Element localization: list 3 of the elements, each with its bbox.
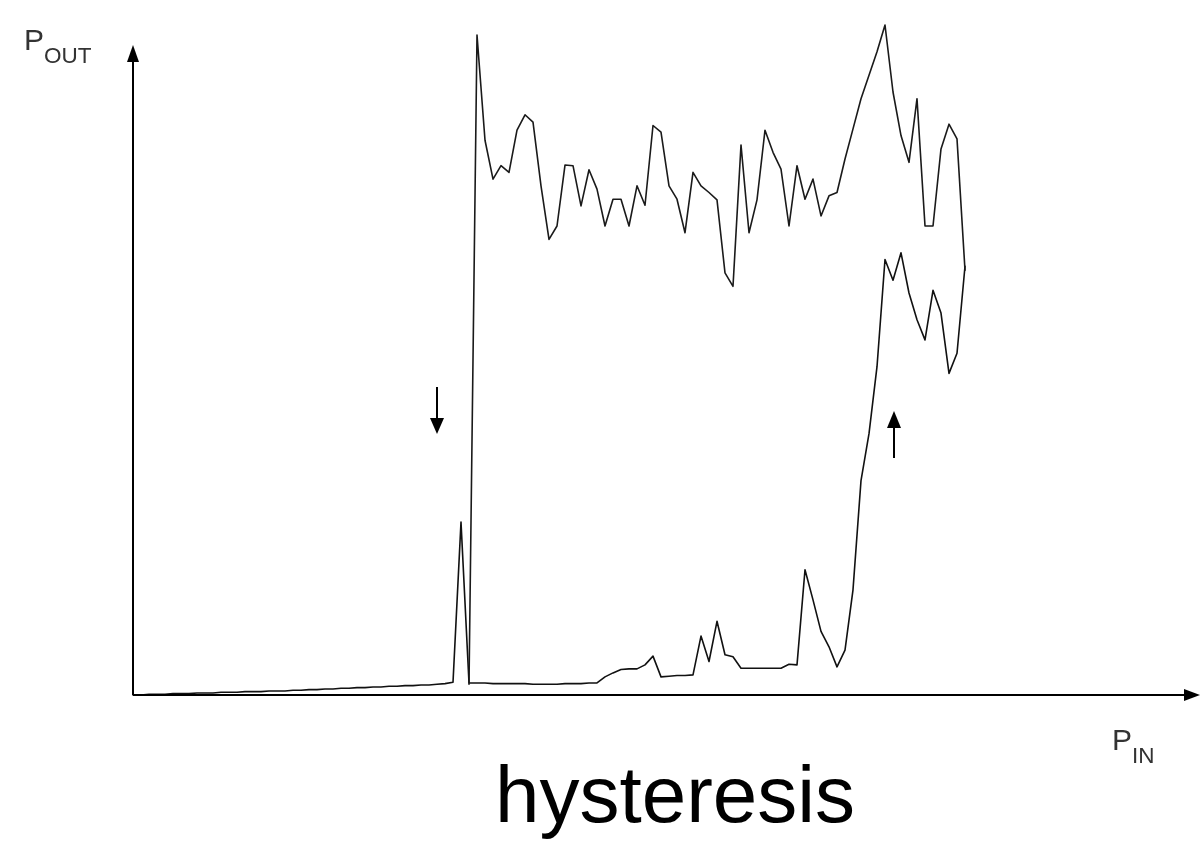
x-axis-title: P$_{IN}$	[1112, 723, 1155, 768]
text: hysteresis	[494, 750, 856, 839]
y-axis-title: P$_{OUT}$	[24, 23, 92, 68]
